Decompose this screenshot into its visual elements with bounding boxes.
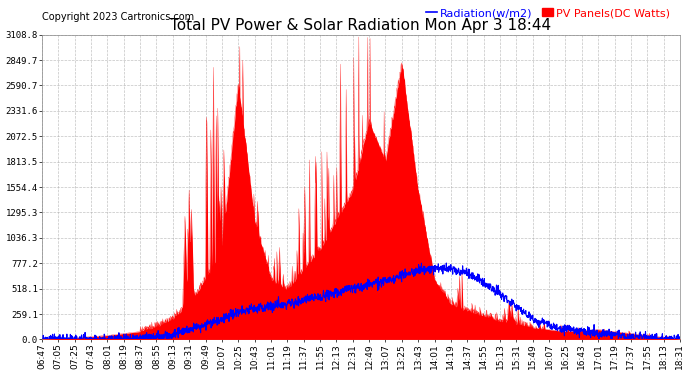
- Text: Copyright 2023 Cartronics.com: Copyright 2023 Cartronics.com: [42, 12, 194, 22]
- Legend: Radiation(w/m2), PV Panels(DC Watts): Radiation(w/m2), PV Panels(DC Watts): [421, 4, 674, 22]
- Title: Total PV Power & Solar Radiation Mon Apr 3 18:44: Total PV Power & Solar Radiation Mon Apr…: [170, 18, 551, 33]
